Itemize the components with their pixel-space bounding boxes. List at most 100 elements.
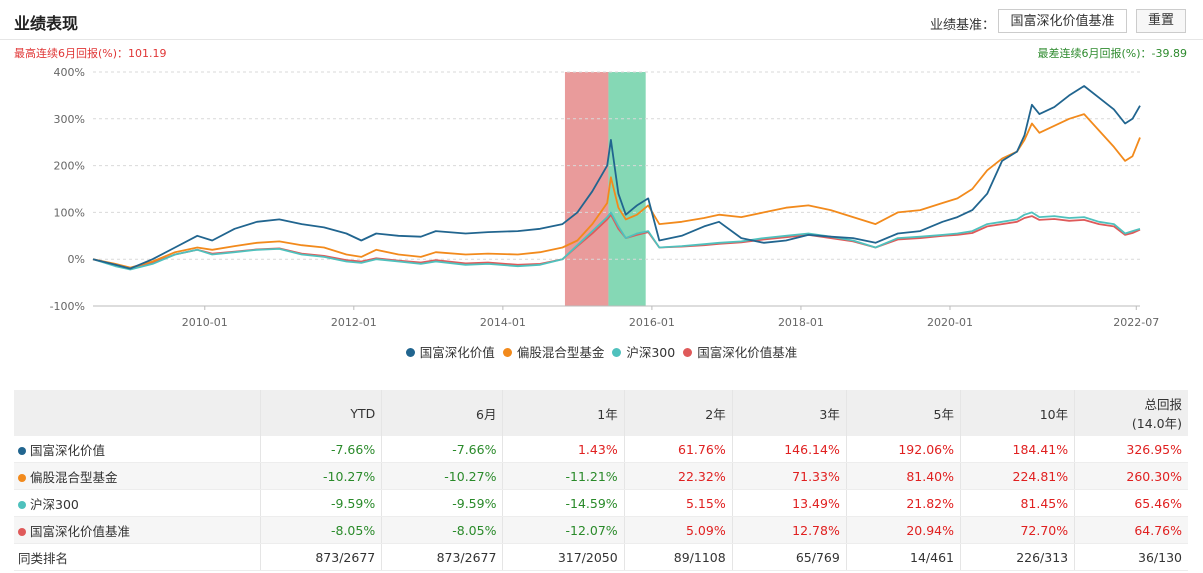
table-cell: 192.06% (846, 436, 961, 463)
table-row: 国富深化价值 -7.66% -7.66% 1.43% 61.76% 146.14% 192.… (14, 436, 1188, 463)
table-cell: -14.59% (502, 489, 625, 517)
rank-cell: 89/1108 (624, 543, 733, 571)
table-cell: -11.21% (502, 462, 625, 490)
header-3y: 3年 (732, 390, 847, 436)
legend-label: 沪深300 (626, 345, 676, 360)
legend-label: 偏股混合型基金 (516, 345, 605, 360)
table-cell: 64.76% (1074, 516, 1188, 544)
table-cell: 21.82% (846, 489, 961, 517)
table-row: 沪深300 -9.59% -9.59% -14.59% 5.15% 13.49% 21.82… (14, 489, 1188, 517)
table-row: 国富深化价值基准 -8.05% -8.05% -12.07% 5.09% 12.78% 20… (14, 516, 1188, 544)
header-total: 总回报 (14.0年) (1074, 390, 1188, 436)
table-cell: -8.05% (381, 516, 504, 544)
legend-dot-icon (502, 348, 512, 357)
row-name: 国富深化价值基准 (14, 516, 261, 544)
x-tick-label: 2014-01 (480, 316, 526, 329)
table-cell: 81.45% (960, 489, 1076, 517)
best-6m-return: 最高连续6月回报(%)：101.19 (14, 47, 167, 60)
table-cell: -8.05% (260, 516, 383, 544)
x-tick-label: 2012-01 (331, 316, 377, 329)
legend-item[interactable]: 国富深化价值基准 (683, 342, 797, 361)
row-label: 国富深化价值基准 (30, 523, 131, 539)
y-tick-label: 200% (54, 160, 85, 173)
row-label: 沪深300 (30, 496, 79, 512)
series-dot-icon (18, 527, 26, 536)
row-name: 偏股混合型基金 (14, 462, 261, 490)
performance-table: YTD 6月 1年 2年 3年 5年 10年 总回报 (14.0年) 国富深化价值… (14, 390, 1188, 571)
table-cell: 5.09% (624, 516, 733, 544)
legend-item[interactable]: 偏股混合型基金 (502, 342, 605, 361)
table-cell: 1.43% (502, 436, 625, 463)
rank-cell: 317/2050 (502, 543, 625, 571)
legend-label: 国富深化价值基准 (697, 345, 798, 360)
header-total-period: (14.0年) (1131, 416, 1182, 431)
row-label: 偏股混合型基金 (30, 469, 118, 485)
worst-6m-return: 最差连续6月回报(%)：-39.89 (1037, 47, 1188, 60)
legend-dot-icon (405, 348, 415, 357)
y-tick-label: 0% (68, 253, 85, 266)
x-tick-label: 2020-01 (927, 316, 973, 329)
table-cell: -9.59% (381, 489, 504, 517)
header-ytd: YTD (260, 390, 383, 436)
table-cell: 13.49% (732, 489, 847, 517)
table-cell: -12.07% (502, 516, 625, 544)
legend-dot-icon (612, 348, 622, 357)
y-tick-label: 300% (54, 113, 85, 126)
performance-chart: 400% 300% 200% 100% 0% -100% 2010-01 2012-01 201… (50, 66, 1160, 329)
header-6m: 6月 (381, 390, 504, 436)
row-label: 国富深化价值 (30, 442, 106, 458)
chart-legend: 国富深化价值 偏股混合型基金 沪深300 国富深化价值基准 (0, 342, 1203, 361)
header: 业绩表现 业绩基准： 国富深化价值基准 重置 (0, 0, 1203, 40)
header-2y: 2年 (624, 390, 733, 436)
series-line-0 (92, 85, 1141, 270)
header-1y: 1年 (502, 390, 625, 436)
x-tick-label: 2022-07 (1113, 316, 1159, 329)
row-name: 同类排名 (14, 543, 261, 571)
highlight-band-0 (564, 72, 609, 306)
table-cell: 184.41% (960, 436, 1076, 463)
series-line-1 (92, 113, 1141, 269)
table-cell: 71.33% (732, 462, 847, 490)
table-cell: 5.15% (624, 489, 733, 517)
series-dot-icon (18, 446, 26, 455)
header-10y: 10年 (960, 390, 1076, 436)
header-name-cell (14, 390, 261, 436)
reset-button[interactable]: 重置 (1136, 9, 1186, 33)
header-total-label: 总回报 (1144, 397, 1182, 412)
legend-item[interactable]: 沪深300 (612, 342, 675, 361)
rank-cell: 226/313 (960, 543, 1076, 571)
table-cell: -10.27% (381, 462, 504, 490)
series-dot-icon (18, 473, 26, 482)
y-tick-label: 400% (54, 66, 85, 79)
rank-cell: 65/769 (732, 543, 847, 571)
table-cell: -9.59% (260, 489, 383, 517)
table-cell: 72.70% (960, 516, 1076, 544)
rank-row: 同类排名 873/2677 873/2677 317/2050 89/1108 65/76… (14, 543, 1188, 571)
x-tick-label: 2016-01 (629, 316, 675, 329)
rank-cell: 873/2677 (381, 543, 504, 571)
table-row: 偏股混合型基金 -10.27% -10.27% -11.21% 22.32% 71.33%… (14, 462, 1188, 490)
x-tick-label: 2010-01 (182, 316, 228, 329)
row-name: 国富深化价值 (14, 436, 261, 463)
x-tick-label: 2018-01 (778, 316, 824, 329)
table-header-row: YTD 6月 1年 2年 3年 5年 10年 总回报 (14.0年) (14, 390, 1188, 436)
rank-cell: 873/2677 (260, 543, 383, 571)
rank-cell: 36/130 (1074, 543, 1188, 571)
table-cell: 326.95% (1074, 436, 1188, 463)
legend-item[interactable]: 国富深化价值 (405, 342, 495, 361)
header-divider (0, 39, 1203, 40)
table-cell: 20.94% (846, 516, 961, 544)
table-cell: -7.66% (381, 436, 504, 463)
series-dot-icon (18, 500, 26, 509)
table-cell: 260.30% (1074, 462, 1188, 490)
table-cell: 22.32% (624, 462, 733, 490)
section-title: 业绩表现 (14, 14, 79, 33)
legend-dot-icon (683, 348, 693, 357)
y-tick-label: -100% (50, 300, 85, 313)
table-cell: 65.46% (1074, 489, 1188, 517)
row-name: 沪深300 (14, 489, 261, 517)
table-cell: -7.66% (260, 436, 383, 463)
benchmark-select[interactable]: 国富深化价值基准 (998, 9, 1127, 33)
table-cell: 61.76% (624, 436, 733, 463)
y-tick-label: 100% (54, 206, 85, 219)
